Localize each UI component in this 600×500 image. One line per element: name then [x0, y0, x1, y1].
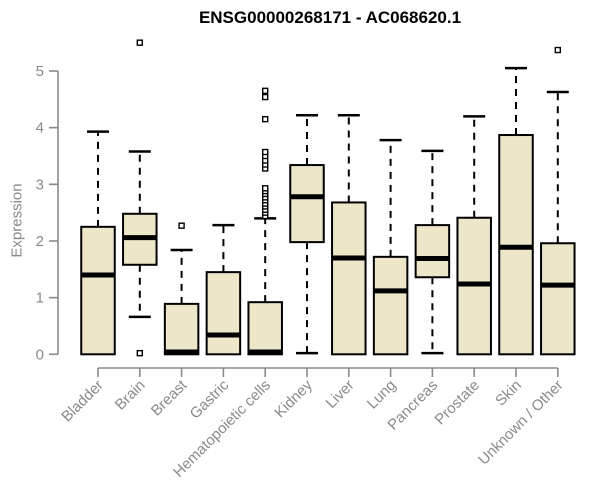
x-tick-label: Kidney: [271, 376, 316, 421]
y-tick-label: 0: [36, 346, 44, 363]
x-tick-label: Bladder: [58, 377, 107, 426]
box-prostate: [456, 115, 492, 356]
box-skin: [498, 66, 534, 356]
iqr-box: [247, 301, 283, 356]
outlier-point: [178, 222, 185, 229]
x-tick-label: Lung: [364, 377, 400, 413]
outlier-point: [136, 39, 144, 46]
y-tick-label: 5: [36, 63, 44, 80]
box-pancreas: [414, 149, 451, 355]
box-breast: [163, 222, 200, 356]
y-tick-label: 1: [36, 290, 44, 307]
y-tick-label: 3: [36, 176, 44, 193]
outlier-point: [262, 148, 269, 156]
iqr-box: [498, 134, 534, 356]
outlier-point: [554, 46, 561, 54]
outlier-point: [136, 349, 144, 357]
iqr-box: [289, 164, 325, 244]
iqr-box: [80, 225, 116, 356]
chart-title: ENSG00000268171 - AC068620.1: [198, 8, 462, 27]
box-gastric: [205, 223, 242, 356]
box-bladder: [80, 130, 116, 356]
box-unknown-other: [540, 46, 576, 356]
iqr-box: [163, 302, 200, 356]
box-kidney: [289, 113, 325, 355]
box-hematopoietic-cells: [247, 87, 283, 356]
outlier-point: [262, 115, 269, 123]
outlier-point: [262, 185, 269, 192]
x-tick-label: Prostate: [431, 377, 483, 429]
iqr-box: [540, 242, 576, 356]
box-lung: [372, 138, 409, 356]
x-tick-label: Breast: [148, 376, 191, 419]
iqr-box: [331, 201, 367, 356]
y-axis: 0 1 2 3 4 5: [36, 63, 59, 363]
box-liver: [331, 113, 367, 356]
x-tick-label: Liver: [323, 377, 358, 412]
box-brain: [122, 39, 158, 357]
iqr-box: [205, 271, 242, 356]
iqr-box: [372, 255, 409, 356]
outlier-point: [262, 93, 269, 101]
iqr-box: [414, 224, 451, 279]
x-tick-label: Skin: [492, 377, 525, 410]
outlier-point: [262, 87, 269, 95]
x-tick-label: Brain: [112, 377, 149, 414]
y-tick-label: 4: [36, 120, 44, 137]
y-tick-label: 2: [36, 233, 44, 250]
